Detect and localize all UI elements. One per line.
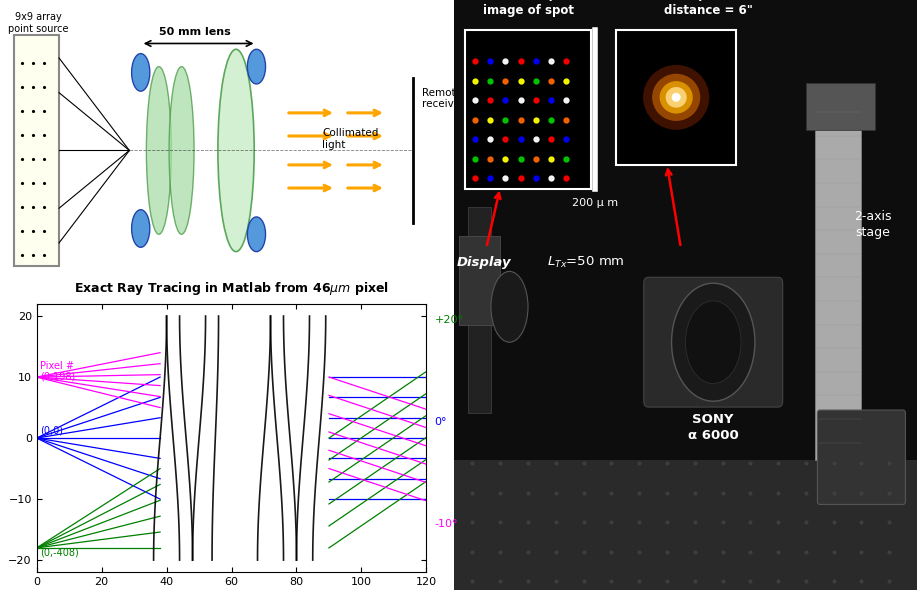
Ellipse shape xyxy=(643,65,710,130)
FancyBboxPatch shape xyxy=(454,460,917,590)
Text: Pixel #: Pixel # xyxy=(40,361,74,371)
Text: +20°: +20° xyxy=(435,315,464,324)
Text: Beam profile at
distance = 6": Beam profile at distance = 6" xyxy=(657,0,760,17)
Y-axis label: Y (mm): Y (mm) xyxy=(0,412,3,464)
Text: 0°: 0° xyxy=(435,417,447,427)
Text: 200 μ m: 200 μ m xyxy=(572,198,618,208)
Text: -10°: -10° xyxy=(435,519,458,529)
Text: (0,198): (0,198) xyxy=(40,372,75,382)
Text: Exact Ray Tracing in Matlab from 46$\mu m$ pixel: Exact Ray Tracing in Matlab from 46$\mu … xyxy=(73,280,389,297)
Ellipse shape xyxy=(218,50,254,251)
Ellipse shape xyxy=(248,217,266,251)
Text: 50 mm lens: 50 mm lens xyxy=(160,27,231,37)
FancyBboxPatch shape xyxy=(817,410,905,504)
Text: (0,-408): (0,-408) xyxy=(40,547,79,557)
FancyBboxPatch shape xyxy=(806,83,876,130)
Text: Remote
receiver: Remote receiver xyxy=(422,87,465,109)
Ellipse shape xyxy=(671,283,755,401)
Text: Display: Display xyxy=(457,256,511,269)
Text: Collimated
light: Collimated light xyxy=(322,128,379,150)
FancyBboxPatch shape xyxy=(458,236,501,324)
Text: Microscope
image of spot: Microscope image of spot xyxy=(482,0,573,17)
Ellipse shape xyxy=(491,271,528,342)
Ellipse shape xyxy=(147,67,171,234)
FancyBboxPatch shape xyxy=(616,30,736,165)
Ellipse shape xyxy=(248,49,266,84)
FancyBboxPatch shape xyxy=(468,206,491,413)
Text: 9x9 array
point source: 9x9 array point source xyxy=(8,12,69,34)
Ellipse shape xyxy=(132,209,149,247)
Ellipse shape xyxy=(652,74,701,121)
Ellipse shape xyxy=(659,81,692,114)
Text: 2-axis
stage: 2-axis stage xyxy=(855,209,891,239)
Ellipse shape xyxy=(671,93,680,102)
FancyBboxPatch shape xyxy=(815,106,861,460)
Text: $L_{Tx}$=50 mm: $L_{Tx}$=50 mm xyxy=(547,255,624,270)
FancyBboxPatch shape xyxy=(454,0,917,590)
Text: (0,0): (0,0) xyxy=(40,425,63,435)
FancyBboxPatch shape xyxy=(14,35,59,266)
FancyBboxPatch shape xyxy=(644,277,783,407)
Ellipse shape xyxy=(169,67,194,234)
Text: SONY
α 6000: SONY α 6000 xyxy=(688,413,738,442)
FancyBboxPatch shape xyxy=(466,30,591,189)
Ellipse shape xyxy=(686,301,741,384)
Ellipse shape xyxy=(666,87,687,107)
Ellipse shape xyxy=(132,54,149,91)
